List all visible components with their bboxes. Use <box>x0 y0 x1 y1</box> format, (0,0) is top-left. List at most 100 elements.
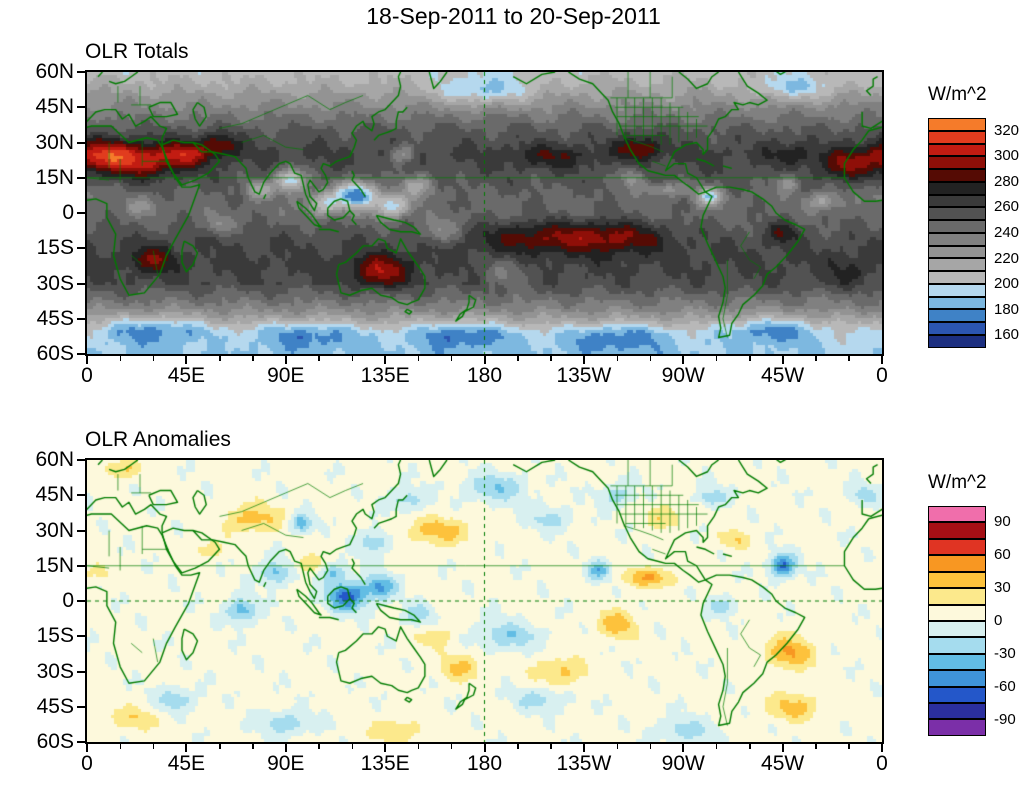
colorbar-cell <box>928 637 986 654</box>
colorbar-tick-label: 200 <box>994 275 1020 293</box>
colorbar-cell <box>928 620 986 638</box>
axis-tick-mark <box>77 212 85 214</box>
colorbar-tick-label: 220 <box>994 249 1020 267</box>
colorbar-cell <box>928 522 986 539</box>
axis-tick-mark <box>86 744 88 752</box>
axis-tick-mark <box>881 744 883 752</box>
axis-tick-mark <box>77 176 85 179</box>
axis-tick-mark <box>715 356 718 361</box>
figure-title: 18-Sep-2011 to 20-Sep-2011 <box>366 3 661 29</box>
olr-anomalies-panel: OLR Anomalies W/m^2 0 45E 90E 135E 180 135W 90… <box>0 428 1027 788</box>
colorbar-tick-label: -60 <box>994 677 1016 695</box>
axis-tick-mark <box>351 744 353 749</box>
y-tick-label: 30N <box>35 518 74 542</box>
y-tick-label: 15N <box>35 165 74 189</box>
x-tick-label: 45W <box>761 364 805 387</box>
colorbar-cell <box>928 703 986 720</box>
axis-tick-mark <box>848 356 850 361</box>
colorbar-cell <box>928 207 986 221</box>
axis-tick-mark <box>185 744 188 752</box>
colorbar-tick-label: 300 <box>994 147 1020 165</box>
axis-tick-mark <box>252 744 254 749</box>
x-tick-label: 0 <box>81 752 93 775</box>
y-tick-label: 45N <box>35 95 74 119</box>
y-tick-label: 30N <box>35 130 74 154</box>
axis-tick-mark <box>77 141 85 144</box>
axis-tick-mark <box>781 744 784 752</box>
y-tick-label: 60N <box>35 60 74 83</box>
olr-anomalies-title: OLR Anomalies <box>85 428 231 451</box>
colorbar-tick-label: 0 <box>994 612 1003 629</box>
axis-tick-mark <box>384 356 387 364</box>
olr-anomalies-map-frame <box>85 458 884 744</box>
y-tick-label: 15S <box>36 624 74 648</box>
colorbar-cell <box>928 245 986 259</box>
axis-tick-mark <box>318 356 320 361</box>
colorbar-cell <box>928 283 986 297</box>
olr-totals-map-frame <box>85 70 884 356</box>
axis-tick-mark <box>450 356 453 361</box>
axis-tick-mark <box>483 744 486 752</box>
y-tick-label: 45S <box>36 306 74 330</box>
axis-tick-mark <box>284 356 287 364</box>
axis-tick-mark <box>749 744 751 749</box>
axis-tick-mark <box>517 744 519 749</box>
axis-tick-mark <box>781 356 784 364</box>
y-tick-label: 0 <box>62 201 74 224</box>
colorbar-cell <box>928 506 986 523</box>
colorbar-cell <box>928 322 986 336</box>
x-tick-label: 0 <box>876 364 888 387</box>
axis-tick-mark <box>77 741 85 743</box>
colorbar-cell <box>928 555 986 572</box>
axis-tick-mark <box>616 744 618 749</box>
axis-tick-mark <box>77 282 85 285</box>
colorbar-cell <box>928 118 986 131</box>
axis-tick-mark <box>152 356 155 361</box>
colorbar-tick-label: 260 <box>994 198 1020 216</box>
olr-anomalies-units-label: W/m^2 <box>928 472 987 493</box>
colorbar-cell <box>928 309 986 323</box>
y-tick-label: 15S <box>36 236 74 260</box>
colorbar-tick-label: 90 <box>994 513 1011 531</box>
axis-tick-mark <box>77 564 85 567</box>
colorbar-cell <box>928 653 986 671</box>
y-tick-label: 0 <box>62 589 74 612</box>
axis-tick-mark <box>119 744 122 749</box>
axis-tick-mark <box>77 635 85 638</box>
colorbar-tick-label: 30 <box>994 579 1011 597</box>
colorbar-cell <box>928 719 986 736</box>
y-tick-label: 60S <box>36 730 74 753</box>
axis-tick-mark <box>219 356 221 361</box>
olr-anomalies-map <box>87 460 882 742</box>
axis-tick-mark <box>550 744 552 749</box>
axis-tick-mark <box>749 356 751 361</box>
axis-tick-mark <box>86 356 88 364</box>
olr-totals-units-label: W/m^2 <box>928 84 987 105</box>
axis-tick-mark <box>152 744 155 749</box>
x-tick-label: 180 <box>466 364 503 387</box>
y-tick-label: 60S <box>36 342 74 365</box>
olr-totals-colorbar <box>928 118 986 348</box>
axis-tick-mark <box>417 744 420 749</box>
colorbar-cell <box>928 670 986 687</box>
axis-tick-mark <box>351 356 353 361</box>
axis-tick-mark <box>77 106 85 109</box>
x-tick-label: 90W <box>661 752 705 775</box>
colorbar-tick-label: 160 <box>994 326 1020 344</box>
x-tick-label: 135E <box>360 364 410 387</box>
axis-tick-mark <box>616 356 618 361</box>
x-tick-label: 135W <box>556 364 612 387</box>
axis-tick-mark <box>815 744 817 749</box>
x-tick-label: 135E <box>360 752 410 775</box>
x-tick-label: 180 <box>466 752 503 775</box>
axis-tick-mark <box>483 356 486 364</box>
x-tick-label: 90W <box>661 364 705 387</box>
y-tick-label: 30S <box>36 659 74 683</box>
olr-totals-map <box>87 72 882 354</box>
x-tick-label: 0 <box>81 364 93 387</box>
axis-tick-mark <box>185 356 188 364</box>
axis-tick-mark <box>649 356 652 361</box>
colorbar-tick-label: 180 <box>994 300 1020 318</box>
colorbar-cell <box>928 296 986 310</box>
